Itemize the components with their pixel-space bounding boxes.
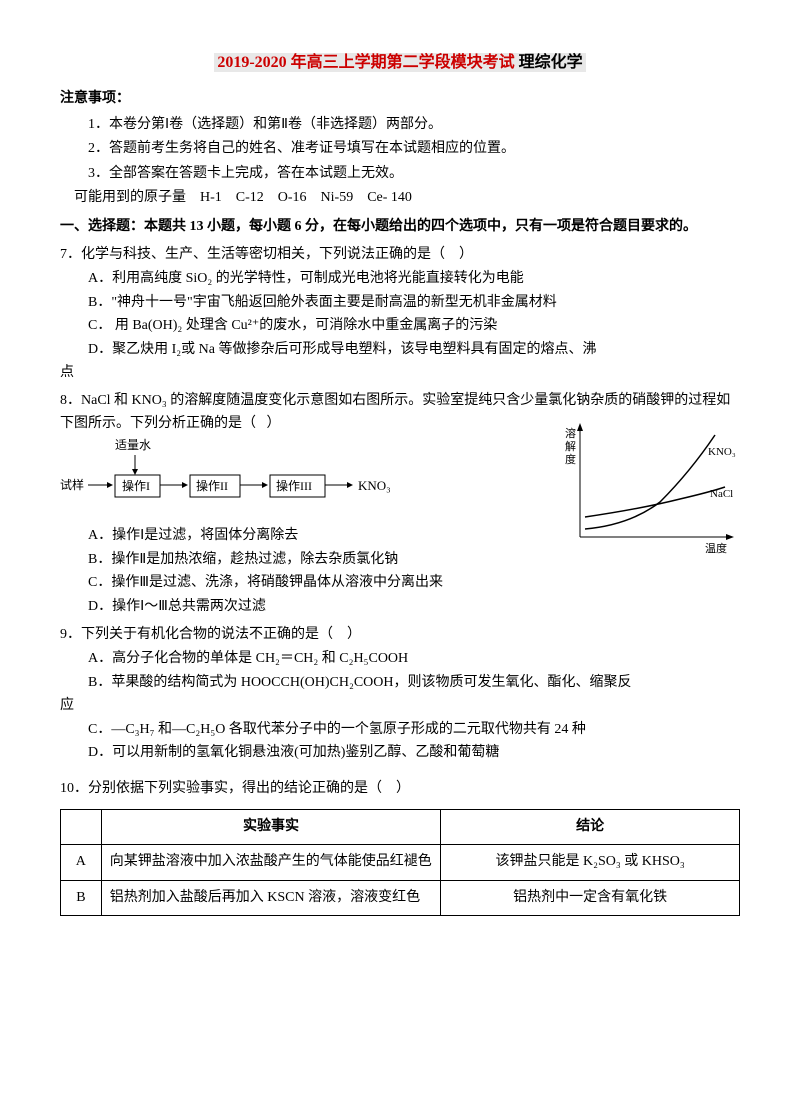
q9-option-c: C．—C₃H₇ 和—C₂H₅O 各取代苯分子中的一个氢原子形成的二元取代物共有 … [60,719,740,741]
notice-header: 注意事项： [60,88,740,110]
q7-option-b: B．"神舟十一号"宇宙飞船返回舱外表面主要是耐高温的新型无机非金属材料 [60,292,740,314]
op1-label: 操作I [122,478,150,493]
q9-stem: 9．下列关于有机化合物的说法不正确的是（ ） [60,624,740,646]
section-header: 一、选择题：本题共 13 小题，每小题 6 分，在每小题给出的四个选项中，只有一… [60,216,740,238]
op3-label: 操作III [276,478,312,493]
th-conclusion: 结论 [441,809,740,844]
experiment-table: 实验事实 结论 A 向某钾盐溶液中加入浓盐酸产生的气体能使品红褪色 该钾盐只能是… [60,809,740,916]
q7-option-c: C． 用 Ba(OH)₂ 处理含 Cu²⁺的废水，可消除水中重金属离子的污染 [60,315,740,337]
op2-label: 操作II [196,478,228,493]
q7-option-d: D．聚乙炔用 I₂或 Na 等做掺杂后可形成导电塑料，该导电塑料具有固定的熔点、… [60,339,740,361]
notice-item-3: 3．全部答案在答题卡上完成，答在本试题上无效。 [60,163,740,185]
q9-option-d: D．可以用新制的氢氧化铜悬浊液(可加热)鉴别乙醇、乙酸和葡萄糖 [60,742,740,764]
row-a-fact: 向某钾盐溶液中加入浓盐酸产生的气体能使品红褪色 [101,845,441,880]
q10-stem: 10．分别依据下列实验事实，得出的结论正确的是（ ） [60,778,740,800]
q9-option-a: A．高分子化合物的单体是 CH₂＝CH₂ 和 C₂H₅COOH [60,648,740,670]
notice-item-1: 1．本卷分第Ⅰ卷（选择题）和第Ⅱ卷（非选择题）两部分。 [60,114,740,136]
solubility-chart: 溶 解 度 温度 KNO₃ NaCl [560,417,740,565]
q8-option-c: C．操作Ⅲ是过滤、洗涤，将硝酸钾晶体从溶液中分离出来 [60,572,468,594]
question-10: 10．分别依据下列实验事实，得出的结论正确的是（ ） 实验事实 结论 A 向某钾… [60,778,740,916]
nacl-label: NaCl [710,488,733,500]
q7-stem: 7．化学与科技、生产、生活等密切相关，下列说法正确的是（ ） [60,244,740,266]
kno3-label: KNO₃ [708,446,736,458]
output-label: KNO₃ [358,478,391,493]
q7-option-d-cont: 点 [60,362,740,384]
q7-option-a: A．利用高纯度 SiO₂ 的光学特性，可制成光电池将光能直接转化为电能 [60,268,740,290]
xlabel: 温度 [705,541,727,555]
table-row: B 铝热剂加入盐酸后再加入 KSCN 溶液，溶液变红色 铝热剂中一定含有氧化铁 [61,880,740,915]
row-a-conclusion: 该钾盐只能是 K₂SO₃ 或 KHSO₃ [441,845,740,880]
question-8: 8．NaCl 和 KNO₃ 的溶解度随温度变化示意图如右图所示。实验室提纯只含少… [60,390,740,618]
row-a-label: A [61,845,102,880]
th-blank [61,809,102,844]
atomic-mass: 可能用到的原子量 H-1 C-12 O-16 Ni-59 Ce- 140 [60,187,740,209]
ylabel: 溶 [565,426,576,440]
sample-label: 试样 [60,477,84,492]
q8-option-d: D．操作Ⅰ～Ⅲ总共需两次过滤 [60,596,468,618]
row-b-conclusion: 铝热剂中一定含有氧化铁 [441,880,740,915]
row-b-label: B [61,880,102,915]
notice-item-2: 2．答题前考生务将自己的姓名、准考证号填写在本试题相应的位置。 [60,138,740,160]
row-b-fact: 铝热剂加入盐酸后再加入 KSCN 溶液，溶液变红色 [101,880,441,915]
question-7: 7．化学与科技、生产、生活等密切相关，下列说法正确的是（ ） A．利用高纯度 S… [60,244,740,384]
q8-option-b: B．操作Ⅱ是加热浓缩，趁热过滤，除去杂质氯化钠 [60,549,468,571]
water-label: 适量水 [115,438,151,452]
table-row: A 向某钾盐溶液中加入浓盐酸产生的气体能使品红褪色 该钾盐只能是 K₂SO₃ 或… [61,845,740,880]
q9-option-b-cont: 应 [60,695,740,717]
th-fact: 实验事实 [101,809,441,844]
q9-option-b: B．苹果酸的结构简式为 HOOCCH(OH)CH₂COOH，则该物质可发生氧化、… [60,672,740,694]
q8-option-a: A．操作Ⅰ是过滤，将固体分离除去 [60,525,468,547]
svg-text:度: 度 [565,452,576,466]
svg-text:解: 解 [565,439,576,453]
page-title: 2019-2020 年高三上学期第二学段模块考试 理综化学 [60,50,740,76]
question-9: 9．下列关于有机化合物的说法不正确的是（ ） A．高分子化合物的单体是 CH₂＝… [60,624,740,764]
